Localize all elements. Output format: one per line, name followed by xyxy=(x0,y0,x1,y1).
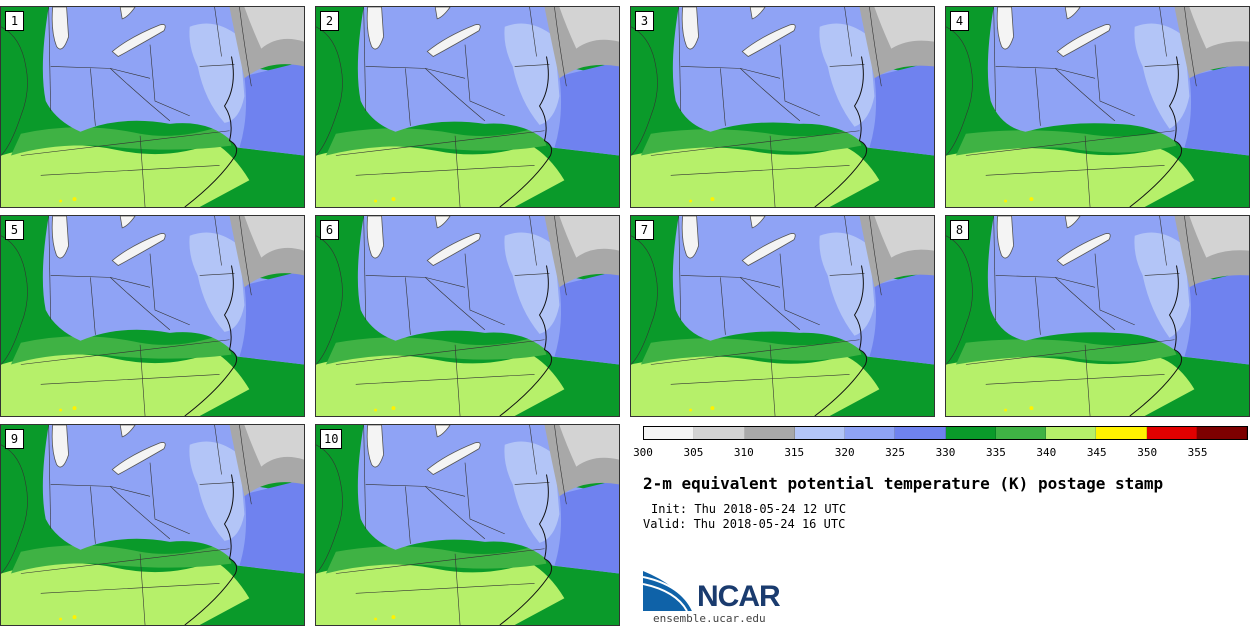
member-panel-4: 4 xyxy=(945,6,1250,208)
member-panel-7: 7 xyxy=(630,215,935,417)
color-scale-bar xyxy=(643,426,1248,440)
color-scale-segment xyxy=(1146,427,1197,439)
ncar-logo-text: NCAR xyxy=(697,580,781,613)
color-scale-tick-label: 305 xyxy=(683,446,704,459)
member-number-label: 9 xyxy=(5,429,24,449)
equivalent-potential-temperature-map xyxy=(631,216,934,416)
member-panel-10: 10 xyxy=(315,424,620,626)
color-scale-tick-label: 300 xyxy=(633,446,653,459)
equivalent-potential-temperature-map xyxy=(316,7,619,207)
member-number-label: 2 xyxy=(320,11,339,31)
equivalent-potential-temperature-map xyxy=(631,7,934,207)
color-scale-segment xyxy=(1096,427,1147,439)
equivalent-potential-temperature-map xyxy=(1,425,304,625)
init-time: Init: Thu 2018-05-24 12 UTC xyxy=(651,502,847,516)
plot-title: 2-m equivalent potential temperature (K)… xyxy=(643,474,1164,493)
equivalent-potential-temperature-map xyxy=(316,216,619,416)
color-scale-segment xyxy=(995,427,1046,439)
member-panel-5: 5 xyxy=(0,215,305,417)
member-number-label: 3 xyxy=(635,11,654,31)
color-scale-segment xyxy=(845,427,896,439)
color-scale-tick-label: 310 xyxy=(733,446,754,459)
color-scale-segment xyxy=(744,427,795,439)
member-number-label: 5 xyxy=(5,220,24,240)
color-scale-segment xyxy=(895,427,946,439)
color-scale-tick-label: 325 xyxy=(885,446,906,459)
equivalent-potential-temperature-map xyxy=(946,216,1249,416)
member-panel-2: 2 xyxy=(315,6,620,208)
color-scale-segment xyxy=(694,427,745,439)
member-number-label: 6 xyxy=(320,220,339,240)
color-scale-tick-label: 330 xyxy=(935,446,956,459)
color-scale-tick-label: 355 xyxy=(1187,446,1208,459)
member-number-label: 1 xyxy=(5,11,24,31)
equivalent-potential-temperature-map xyxy=(946,7,1249,207)
member-panel-3: 3 xyxy=(630,6,935,208)
color-scale-ticks: 300 305 310 315 320 325 330 335 340 345 350 355 xyxy=(633,446,1248,460)
color-scale-segment xyxy=(1046,427,1097,439)
member-number-label: 7 xyxy=(635,220,654,240)
member-panel-9: 9 xyxy=(0,424,305,626)
color-scale-tick-label: 340 xyxy=(1036,446,1057,459)
equivalent-potential-temperature-map xyxy=(1,216,304,416)
ncar-logo-icon xyxy=(643,571,694,612)
color-scale-segment xyxy=(794,427,845,439)
member-panel-6: 6 xyxy=(315,215,620,417)
member-number-label: 8 xyxy=(950,220,969,240)
equivalent-potential-temperature-map xyxy=(316,425,619,625)
member-panel-1: 1 xyxy=(0,6,305,208)
color-scale-tick-label: 350 xyxy=(1137,446,1158,459)
logo-url: ensemble.ucar.edu xyxy=(653,612,766,625)
member-panel-8: 8 xyxy=(945,215,1250,417)
equivalent-potential-temperature-map xyxy=(1,7,304,207)
color-scale-tick-label: 315 xyxy=(784,446,805,459)
color-scale-segment xyxy=(1196,427,1247,439)
color-scale-tick-label: 345 xyxy=(1086,446,1107,459)
member-number-label: 10 xyxy=(320,429,343,449)
color-scale-segment xyxy=(644,427,695,439)
valid-time: Valid: Thu 2018-05-24 16 UTC xyxy=(643,517,846,531)
color-scale-tick-label: 320 xyxy=(834,446,855,459)
color-scale-segment xyxy=(945,427,996,439)
member-number-label: 4 xyxy=(950,11,969,31)
color-scale-tick-label: 335 xyxy=(985,446,1006,459)
